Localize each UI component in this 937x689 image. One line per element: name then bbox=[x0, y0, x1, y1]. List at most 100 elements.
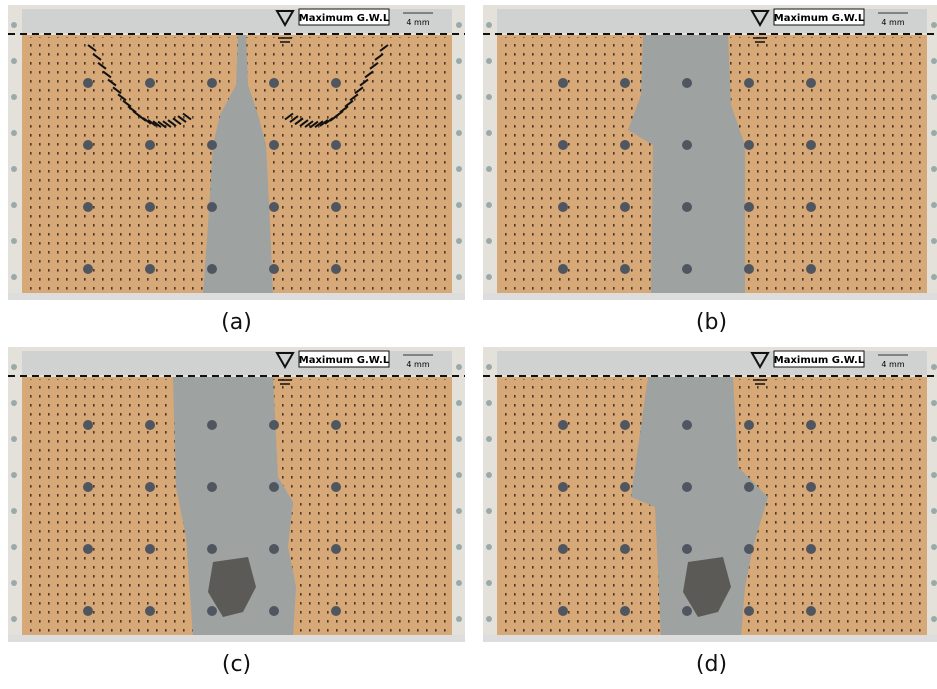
frame-bolt bbox=[11, 166, 17, 172]
bolt bbox=[744, 606, 754, 616]
frame-bolt bbox=[456, 472, 462, 478]
frame-bolt bbox=[11, 400, 17, 406]
bolt bbox=[269, 202, 279, 212]
frame-bolt bbox=[11, 274, 17, 280]
frame-bolt bbox=[11, 364, 17, 370]
frame-bolt bbox=[11, 616, 17, 622]
bolt bbox=[806, 78, 816, 88]
figure: Maximum G.W.L4 mm Maximum G.W.L4 mm Maxi… bbox=[0, 0, 937, 689]
bolt bbox=[331, 544, 341, 554]
bolt bbox=[620, 264, 630, 274]
bolt bbox=[620, 420, 630, 430]
bolt bbox=[83, 420, 93, 430]
bolt bbox=[83, 482, 93, 492]
frame-bolt bbox=[486, 94, 492, 100]
frame-bolt bbox=[456, 238, 462, 244]
frame-bolt bbox=[456, 544, 462, 550]
frame-bolt bbox=[11, 58, 17, 64]
frame-bolt bbox=[456, 58, 462, 64]
frame-bolt bbox=[456, 436, 462, 442]
bolt bbox=[145, 140, 155, 150]
gwl-label: Maximum G.W.L bbox=[774, 355, 865, 366]
bolt bbox=[682, 544, 692, 554]
frame-bolt bbox=[456, 202, 462, 208]
bolt bbox=[806, 202, 816, 212]
bolt bbox=[145, 420, 155, 430]
bolt bbox=[744, 544, 754, 554]
bolt bbox=[207, 264, 217, 274]
frame-bolt bbox=[486, 580, 492, 586]
bolt bbox=[269, 264, 279, 274]
bolt bbox=[269, 606, 279, 616]
frame-bolt bbox=[486, 274, 492, 280]
frame-bolt bbox=[931, 94, 937, 100]
bottom-rail bbox=[483, 635, 937, 642]
frame-bolt bbox=[931, 400, 937, 406]
frame-bolt bbox=[486, 472, 492, 478]
bolt bbox=[331, 482, 341, 492]
bolt bbox=[744, 482, 754, 492]
frame-bolt bbox=[11, 544, 17, 550]
frame-bolt bbox=[486, 58, 492, 64]
frame-bolt bbox=[931, 436, 937, 442]
panel-label: (a) bbox=[8, 310, 465, 335]
bolt bbox=[269, 482, 279, 492]
bolt bbox=[558, 606, 568, 616]
bolt bbox=[331, 140, 341, 150]
bolt bbox=[558, 202, 568, 212]
bolt bbox=[806, 420, 816, 430]
bolt bbox=[744, 140, 754, 150]
frame-bolt bbox=[486, 364, 492, 370]
bolt bbox=[207, 482, 217, 492]
panel-label: (c) bbox=[8, 652, 465, 677]
bolt bbox=[145, 544, 155, 554]
bolt bbox=[620, 140, 630, 150]
frame-bolt bbox=[486, 130, 492, 136]
scale-label: 4 mm bbox=[881, 360, 904, 369]
bolt bbox=[558, 140, 568, 150]
bolt bbox=[744, 78, 754, 88]
frame-bolt bbox=[931, 508, 937, 514]
frame-bolt bbox=[456, 166, 462, 172]
scale-label: 4 mm bbox=[406, 360, 429, 369]
bolt bbox=[682, 420, 692, 430]
bolt bbox=[331, 202, 341, 212]
frame-bolt bbox=[931, 58, 937, 64]
panel-label: (b) bbox=[483, 310, 937, 335]
frame-bolt bbox=[11, 22, 17, 28]
bolt bbox=[558, 420, 568, 430]
frame-bolt bbox=[486, 544, 492, 550]
bolt bbox=[806, 544, 816, 554]
frame-bolt bbox=[456, 94, 462, 100]
bolt bbox=[145, 482, 155, 492]
bolt bbox=[207, 140, 217, 150]
frame-bolt bbox=[486, 616, 492, 622]
frame-bolt bbox=[931, 22, 937, 28]
bolt bbox=[207, 420, 217, 430]
frame-bolt bbox=[486, 436, 492, 442]
frame-bolt bbox=[456, 364, 462, 370]
bolt bbox=[83, 202, 93, 212]
bolt bbox=[682, 482, 692, 492]
bolt bbox=[207, 606, 217, 616]
frame-bolt bbox=[11, 472, 17, 478]
bolt bbox=[620, 482, 630, 492]
bolt bbox=[806, 606, 816, 616]
bolt bbox=[744, 420, 754, 430]
frame-bolt bbox=[11, 580, 17, 586]
frame-bolt bbox=[456, 274, 462, 280]
bolt bbox=[558, 78, 568, 88]
bolt bbox=[269, 544, 279, 554]
frame-bolt bbox=[486, 22, 492, 28]
bolt bbox=[744, 264, 754, 274]
frame-bolt bbox=[456, 400, 462, 406]
gwl-label: Maximum G.W.L bbox=[774, 13, 865, 24]
bolt bbox=[207, 544, 217, 554]
bolt bbox=[620, 202, 630, 212]
photo-panel: Maximum G.W.L4 mm bbox=[483, 5, 937, 300]
bolt bbox=[331, 78, 341, 88]
frame-bolt bbox=[931, 274, 937, 280]
frame-bolt bbox=[11, 238, 17, 244]
bolt bbox=[682, 140, 692, 150]
